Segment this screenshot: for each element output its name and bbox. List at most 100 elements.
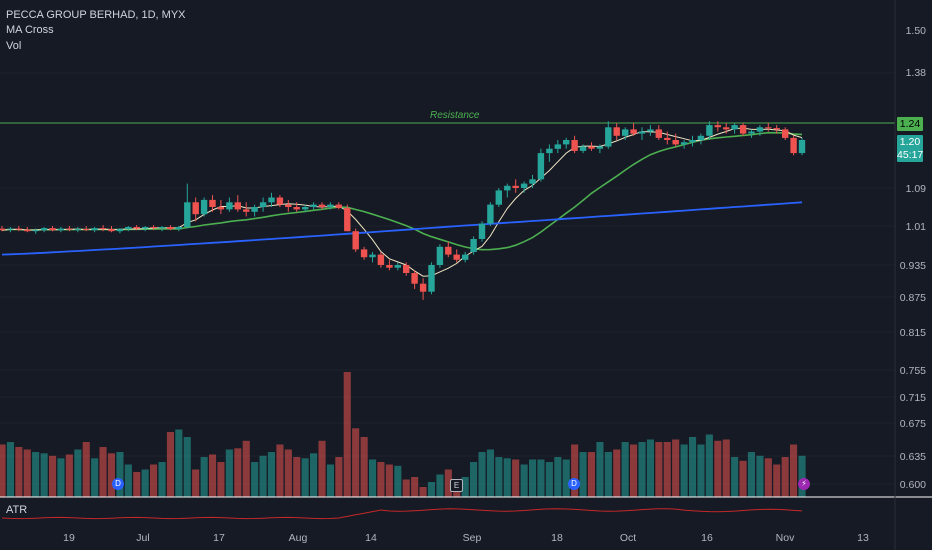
volume-bar <box>107 453 115 498</box>
atr-line <box>1 508 803 520</box>
candle-body <box>276 197 284 205</box>
candle-body <box>689 140 696 143</box>
candle-body <box>158 227 166 228</box>
candle-body <box>57 228 65 231</box>
volume-bar <box>587 452 595 497</box>
candle-body <box>655 129 662 138</box>
candle-body <box>512 185 519 188</box>
candle-body <box>285 204 292 207</box>
volume-bar <box>427 482 435 497</box>
candle-body <box>7 228 14 230</box>
candle-body <box>167 227 174 230</box>
candle-body <box>706 125 713 136</box>
candle-body <box>605 127 612 147</box>
price-label: 0.675 <box>899 418 926 430</box>
price-label: 0.715 <box>899 392 926 404</box>
indicator-volume[interactable]: Vol <box>6 40 22 52</box>
split-marker[interactable]: ⚡ <box>798 478 810 490</box>
volume-bar <box>764 458 772 498</box>
candle-body <box>453 254 460 260</box>
volume-bar <box>217 462 225 497</box>
volume-bar <box>663 442 671 497</box>
volume-bar <box>352 428 360 498</box>
candle-body <box>40 228 48 231</box>
volume-bar <box>579 452 587 497</box>
volume-bar <box>562 459 570 497</box>
candle-body <box>150 227 157 228</box>
indicator-ma-cross[interactable]: MA Cross <box>6 24 54 36</box>
volume-bar <box>133 472 141 497</box>
last-price-badge: 1.20 <box>897 135 923 149</box>
candle-body <box>125 227 132 230</box>
chart-grid <box>0 72 895 485</box>
time-label: 18 <box>551 532 563 544</box>
resistance-annotation: Resistance <box>430 110 480 121</box>
volume-bar <box>486 449 494 497</box>
volume-bar <box>714 440 722 498</box>
candle-body <box>554 144 561 149</box>
candle-body <box>377 254 385 265</box>
volume-bar <box>166 432 174 497</box>
time-label: 14 <box>365 532 377 544</box>
volume-bar <box>545 462 553 497</box>
indicator-atr[interactable]: ATR <box>6 504 28 516</box>
volume-bar <box>773 464 781 497</box>
dividend-marker[interactable]: D <box>112 478 124 490</box>
volume-bar <box>242 440 250 498</box>
time-label: Oct <box>619 532 637 544</box>
candle-body <box>116 229 124 232</box>
volume-bar <box>301 458 309 498</box>
price-label: 1.01 <box>905 221 926 233</box>
symbol-title[interactable]: PECCA GROUP BERHAD, 1D, MYX <box>6 9 186 21</box>
volume-bar <box>385 464 393 497</box>
time-label: Aug <box>288 532 308 544</box>
volume-bar <box>57 458 65 498</box>
candle-body <box>411 273 418 284</box>
volume-bar <box>209 454 217 497</box>
time-label: 19 <box>63 532 75 544</box>
candle-body <box>630 129 637 134</box>
candle-body <box>739 125 747 134</box>
volume-bar <box>461 477 469 497</box>
time-label: 16 <box>701 532 713 544</box>
volume-bar <box>781 457 789 497</box>
volume-bar <box>116 452 124 497</box>
resistance-price-badge: 1.24 <box>897 117 923 131</box>
candle-body <box>99 228 107 230</box>
volume-bar <box>655 442 663 497</box>
candle-body <box>537 153 545 180</box>
volume-bar <box>326 464 334 497</box>
volume-bar <box>638 442 646 497</box>
time-label: Sep <box>462 532 482 544</box>
volume-bar <box>646 439 654 497</box>
volume-bar <box>419 487 427 497</box>
volume-bar <box>571 444 579 497</box>
volume-bar <box>150 464 158 497</box>
dividend-marker[interactable]: D <box>568 478 580 490</box>
volume-bar <box>739 460 747 498</box>
volume-bar <box>537 459 545 497</box>
volume-bar <box>40 453 48 498</box>
candle-body <box>546 148 553 154</box>
volume-bar <box>225 449 233 497</box>
volume-bar <box>124 464 132 497</box>
candle-body <box>360 249 368 258</box>
volume-bar <box>554 457 562 497</box>
price-label: 1.38 <box>905 67 926 79</box>
volume-bar <box>613 449 621 497</box>
candle-body <box>782 129 789 138</box>
candle-body <box>318 204 326 207</box>
candle-body <box>32 230 39 232</box>
candle-body <box>798 140 806 154</box>
volume-bar <box>99 447 107 497</box>
volume-bar <box>394 465 402 498</box>
earnings-marker[interactable]: E <box>450 479 463 492</box>
candle-body <box>638 131 646 134</box>
volume-bar <box>267 452 275 497</box>
volume-bar <box>369 459 377 497</box>
candle-body <box>647 129 654 132</box>
time-label: 13 <box>857 532 869 544</box>
volume-bar <box>478 452 486 497</box>
candle-body <box>613 127 620 136</box>
